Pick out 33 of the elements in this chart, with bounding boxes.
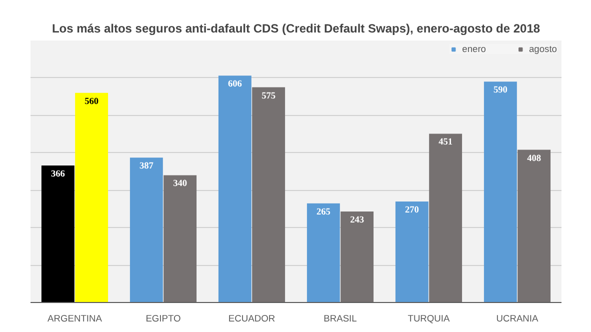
bar bbox=[130, 158, 163, 302]
bar bbox=[395, 201, 428, 302]
x-tick-label: UCRANIA bbox=[496, 314, 540, 324]
legend-label: agosto bbox=[528, 44, 557, 54]
x-tick-label: ARGENTINA bbox=[48, 314, 103, 324]
legend-label: enero bbox=[462, 44, 486, 54]
data-label: 451 bbox=[438, 138, 453, 148]
data-label: 265 bbox=[316, 207, 331, 218]
data-label: 243 bbox=[350, 216, 364, 226]
bar bbox=[41, 166, 74, 302]
bar bbox=[518, 150, 551, 302]
bar bbox=[340, 212, 374, 302]
data-label: 575 bbox=[262, 91, 276, 102]
x-tick-label: TURQUIA bbox=[408, 314, 451, 324]
bar bbox=[75, 92, 108, 302]
bar bbox=[429, 134, 462, 302]
bar bbox=[252, 87, 286, 302]
x-tick-label: EGIPTO bbox=[146, 314, 181, 324]
data-label: 606 bbox=[228, 80, 242, 90]
bar bbox=[218, 76, 252, 302]
bar bbox=[306, 203, 340, 302]
data-label: 366 bbox=[50, 170, 66, 180]
bar bbox=[164, 175, 197, 302]
data-label: 408 bbox=[527, 154, 542, 164]
data-label: 590 bbox=[493, 86, 508, 96]
bar bbox=[484, 82, 517, 302]
data-label: 387 bbox=[139, 162, 154, 172]
data-label: 270 bbox=[404, 205, 420, 216]
x-tick-label: BRASIL bbox=[324, 314, 357, 324]
data-label: 560 bbox=[84, 96, 99, 107]
chart-title: Los más altos seguros anti-dafault CDS (Credit Default Swaps), enero-agosto de 2018 bbox=[52, 22, 540, 36]
data-label: 340 bbox=[173, 179, 188, 190]
x-tick-label: ECUADOR bbox=[228, 314, 276, 324]
